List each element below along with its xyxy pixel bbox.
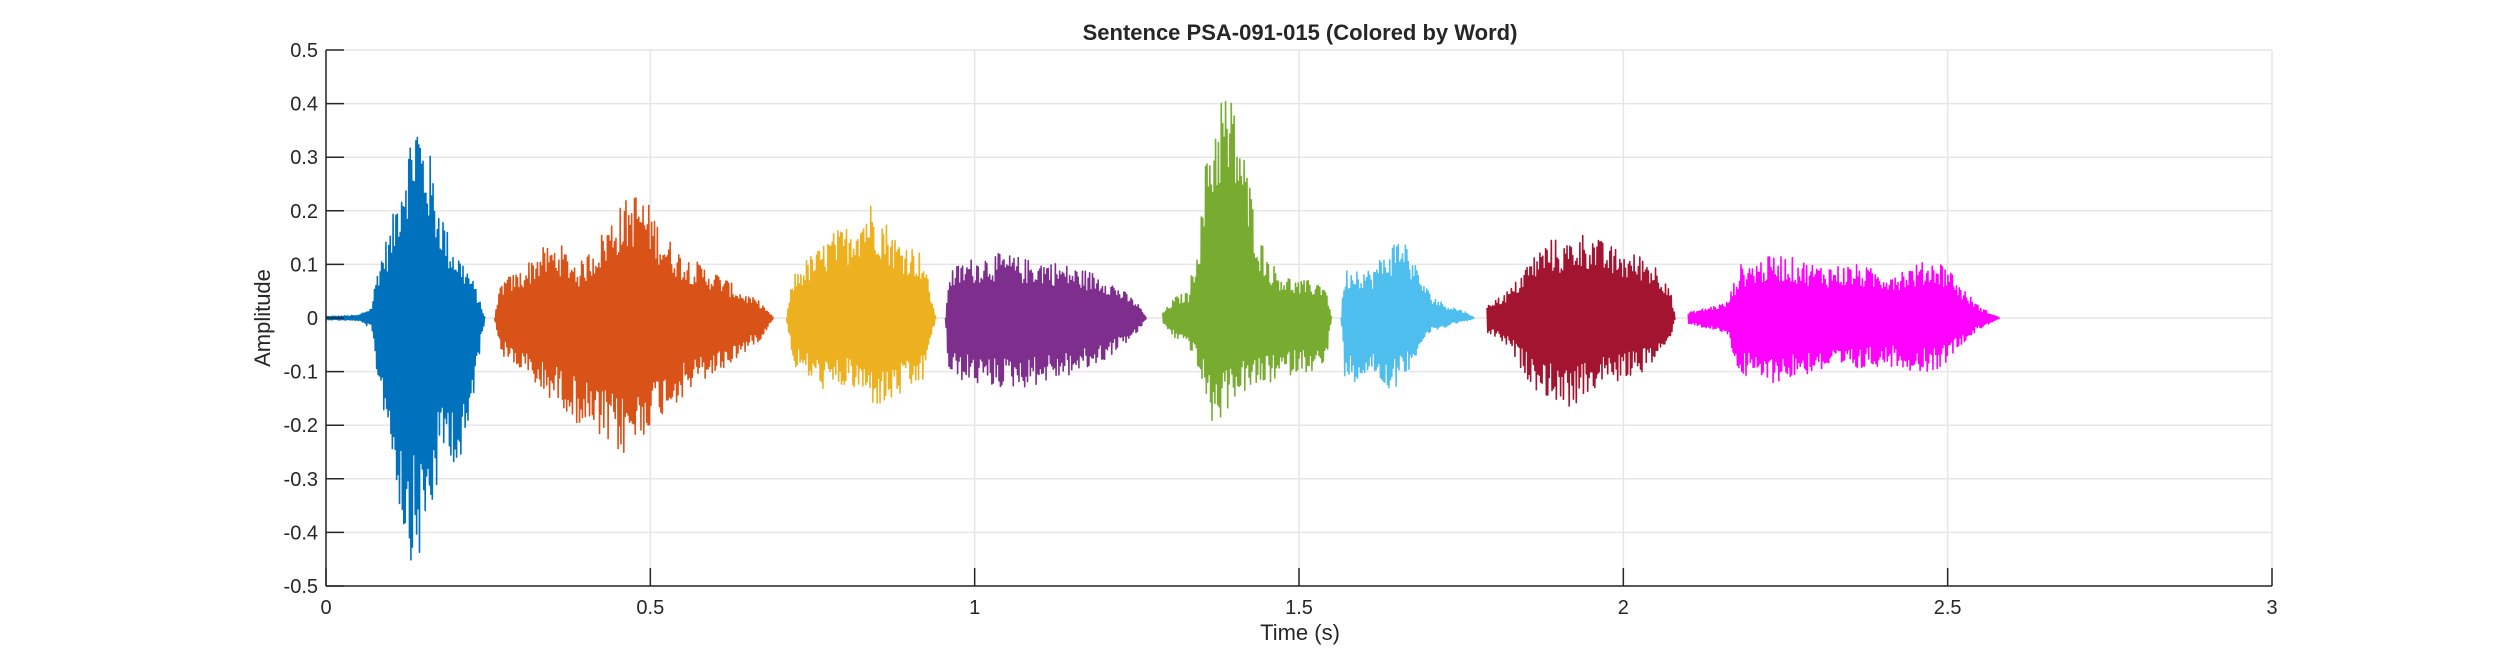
y-tick-label: -0.1 [284, 362, 318, 384]
y-tick-label: 0.1 [290, 254, 318, 276]
waveform-series-2 [493, 197, 775, 453]
y-tick-label: 0.2 [290, 201, 318, 223]
x-tick-label: 0.5 [636, 597, 664, 619]
y-tick-label: -0.2 [284, 415, 318, 437]
waveform-series-1 [325, 136, 486, 561]
y-tick-label: 0.5 [290, 40, 318, 62]
y-tick-label: 0.3 [290, 147, 318, 169]
x-tick-label: 1 [969, 597, 980, 619]
x-tick-label: 2.5 [1934, 597, 1962, 619]
axes [325, 49, 2273, 587]
y-tick-label: -0.3 [284, 469, 318, 491]
chart-title: Sentence PSA-091-015 (Colored by Word) [1083, 20, 1518, 45]
waveform-series-6 [1340, 243, 1475, 389]
x-tick-label: 0 [320, 597, 331, 619]
waveform-series-8 [1687, 256, 2001, 384]
y-tick-label: 0.4 [290, 94, 318, 116]
waveform-series-5 [1161, 100, 1333, 421]
waveform-series-3 [785, 205, 937, 404]
y-tick-label: 0 [307, 308, 318, 330]
tick-labels: 0 0.5 1 1.5 2 2.5 3 -0.5 -0.4 -0.3 -0.2 -0.1 0 0.1 0.2… [284, 40, 2278, 619]
y-tick-label: -0.4 [284, 522, 318, 544]
waveform-series-7 [1486, 234, 1676, 407]
y-axis-label: Amplitude [250, 269, 275, 367]
x-tick-label: 1.5 [1285, 597, 1313, 619]
x-tick-label: 2 [1618, 597, 1629, 619]
x-tick-label: 3 [2266, 597, 2277, 619]
series-group [325, 100, 2001, 561]
y-tick-label: -0.5 [284, 576, 318, 598]
x-axis-label: Time (s) [1260, 620, 1340, 645]
waveform-series-4 [944, 253, 1148, 388]
